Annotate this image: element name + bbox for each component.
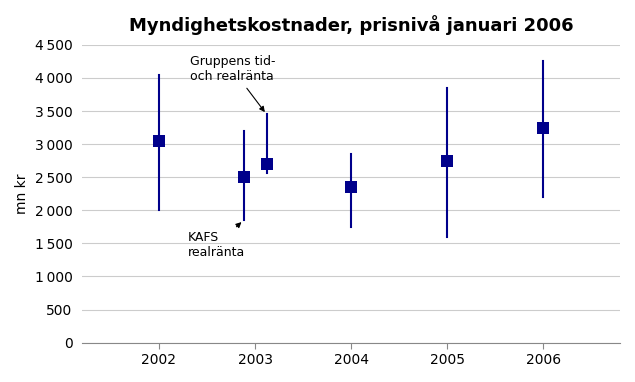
Y-axis label: mn kr: mn kr [15, 173, 29, 214]
Text: Gruppens tid-
och realränta: Gruppens tid- och realränta [190, 55, 275, 111]
Title: Myndighetskostnader, prisnivå januari 2006: Myndighetskostnader, prisnivå januari 20… [129, 15, 573, 35]
Text: KAFS
realränta: KAFS realränta [188, 223, 245, 259]
